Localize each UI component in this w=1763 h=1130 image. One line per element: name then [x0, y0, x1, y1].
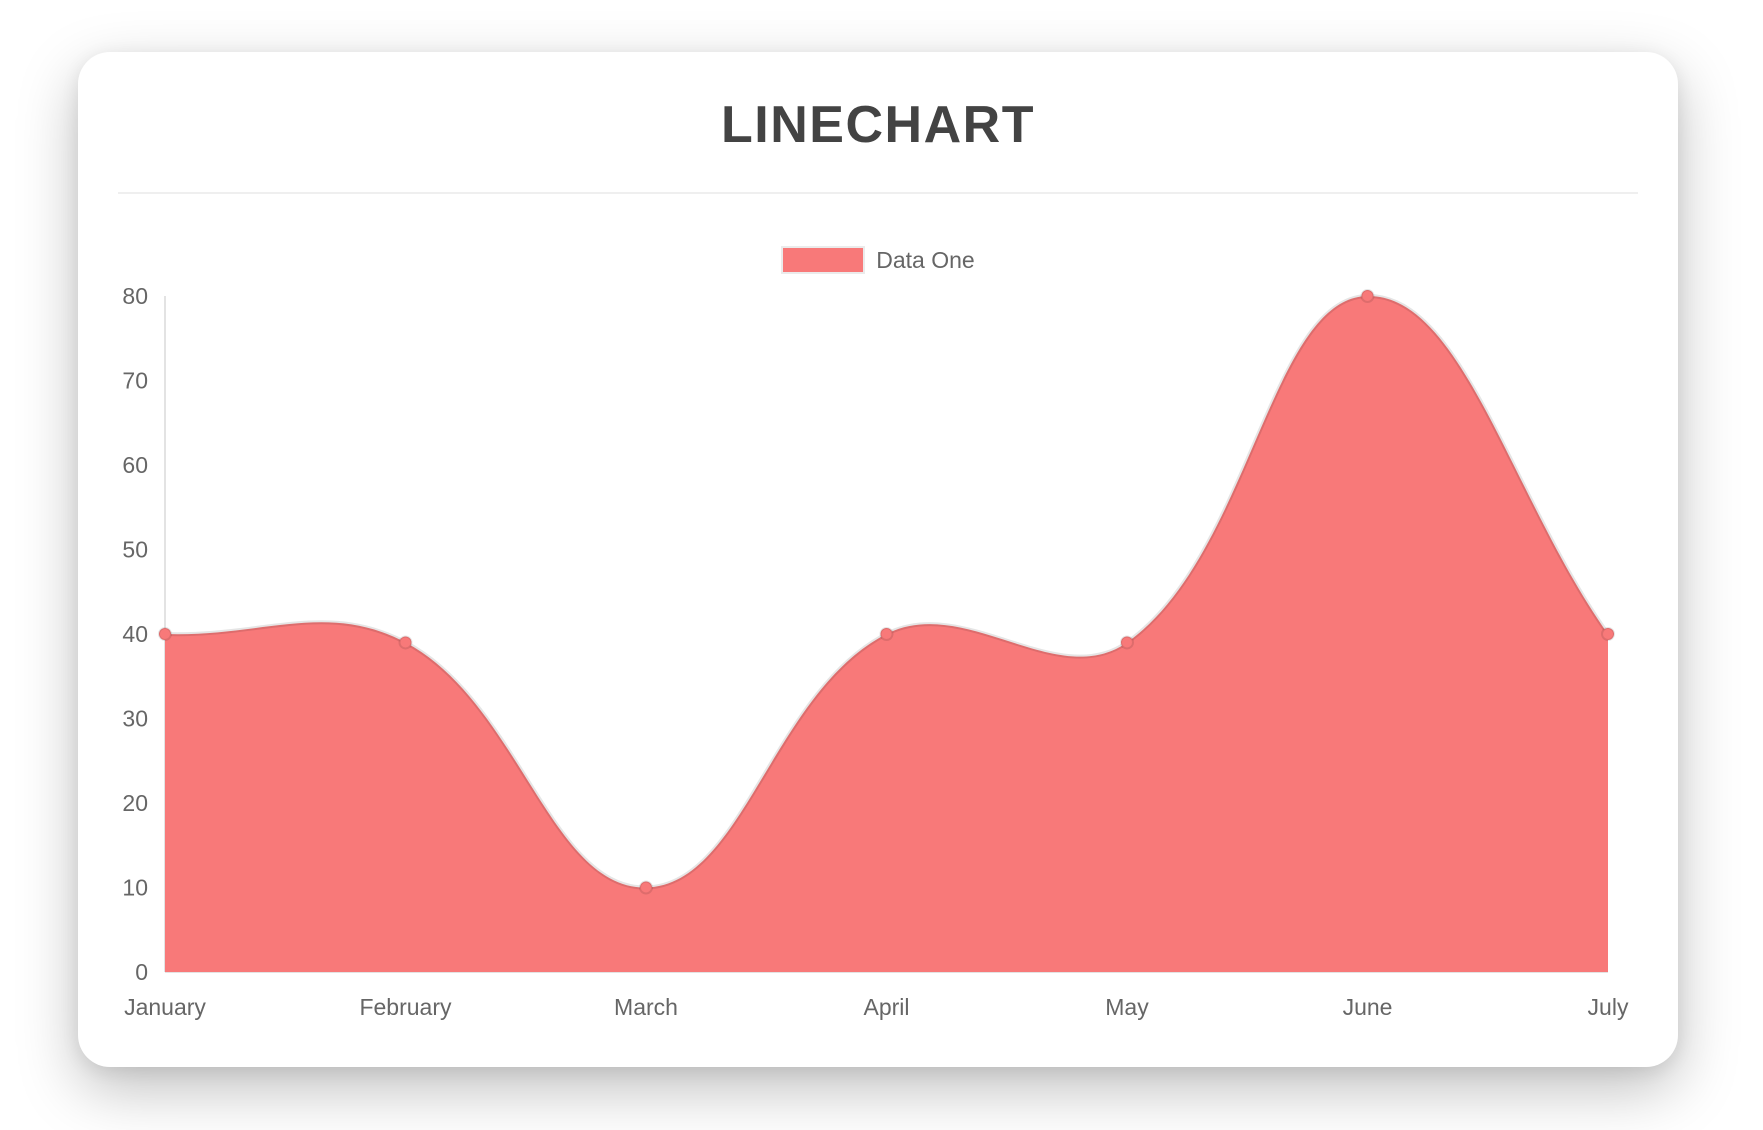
- data-point-may[interactable]: [1120, 635, 1134, 650]
- line-series-data-one: [163, 293, 1610, 890]
- data-point-january[interactable]: [158, 627, 172, 641]
- data-point-february[interactable]: [398, 635, 413, 650]
- legend-swatch[interactable]: [781, 246, 866, 274]
- chart-card: LINECHART Data One 0 10 20 30 40 50 60 70 80 Janu…: [78, 52, 1678, 1067]
- chart-canvas[interactable]: 0 10 20 30 40 50 60 70 80 January February March Apr…: [78, 52, 1678, 1067]
- y-tick-label-70: 70: [122, 368, 148, 394]
- legend-label[interactable]: Data One: [876, 246, 975, 273]
- x-tick-label-january: January: [124, 994, 206, 1020]
- y-tick-label-80: 80: [122, 283, 148, 309]
- chart-title: LINECHART: [721, 96, 1035, 154]
- y-tick-label-60: 60: [122, 452, 148, 478]
- x-tick-label-april: April: [863, 994, 909, 1020]
- area-series-data-one: [165, 295, 1608, 972]
- x-tick-label-february: February: [359, 994, 452, 1020]
- x-tick-label-may: May: [1105, 994, 1149, 1020]
- y-tick-label-10: 10: [122, 875, 148, 901]
- legend[interactable]: Data One: [78, 244, 1678, 276]
- title-divider: [118, 192, 1638, 194]
- data-point-april[interactable]: [879, 627, 894, 641]
- x-tick-label-march: March: [614, 994, 678, 1020]
- y-tick-label-20: 20: [122, 790, 148, 816]
- x-tick-label-june: June: [1343, 994, 1393, 1020]
- x-tick-label-july: July: [1588, 994, 1629, 1020]
- data-point-july[interactable]: [1601, 627, 1615, 641]
- data-point-march[interactable]: [639, 880, 653, 895]
- y-tick-label-0: 0: [135, 959, 148, 985]
- y-tick-label-30: 30: [122, 706, 148, 732]
- data-point-june[interactable]: [1360, 289, 1375, 303]
- y-tick-label-50: 50: [122, 537, 148, 563]
- y-tick-label-40: 40: [122, 621, 148, 647]
